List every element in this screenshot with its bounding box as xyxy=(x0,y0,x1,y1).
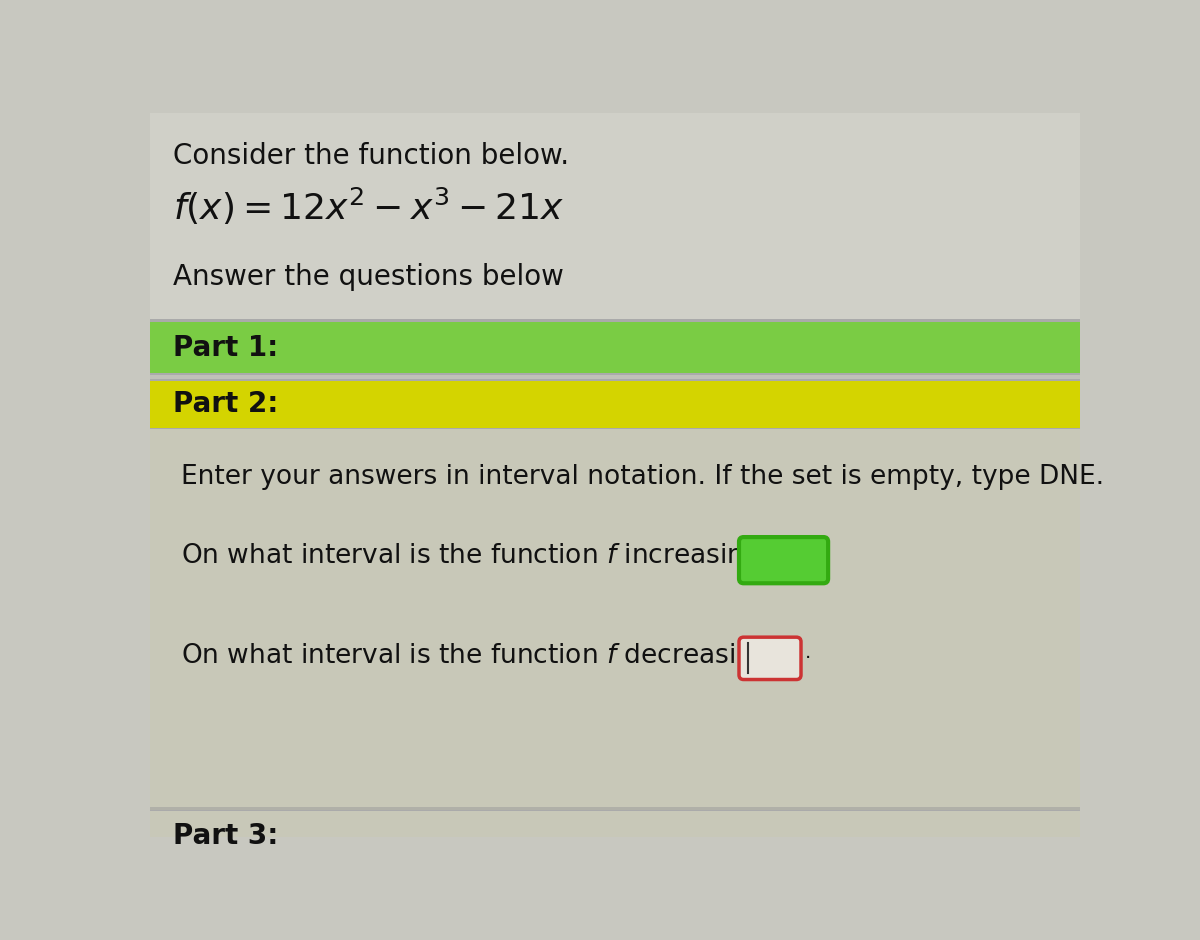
Text: (1,7): (1,7) xyxy=(748,547,820,573)
Text: Part 3:: Part 3: xyxy=(173,822,278,850)
Bar xyxy=(150,321,1080,375)
Bar xyxy=(150,113,1080,321)
Bar xyxy=(150,428,1080,430)
Text: Answer the questions below: Answer the questions below xyxy=(173,263,564,291)
Bar xyxy=(150,379,1080,430)
Text: Part 1:: Part 1: xyxy=(173,334,278,362)
Text: On what interval is the function $f$ decreasing?: On what interval is the function $f$ dec… xyxy=(181,641,784,671)
Bar xyxy=(150,809,1080,862)
Text: Part 2:: Part 2: xyxy=(173,390,278,418)
Bar xyxy=(150,375,1080,379)
Text: Consider the function below.: Consider the function below. xyxy=(173,142,569,170)
Text: ·: · xyxy=(805,649,811,667)
Bar xyxy=(150,807,1080,809)
Bar xyxy=(150,809,1080,811)
Bar xyxy=(150,321,1080,322)
Bar xyxy=(150,320,1080,321)
FancyBboxPatch shape xyxy=(739,537,828,583)
Bar xyxy=(150,379,1080,381)
Text: $f(x) = 12x^2 - x^3 - 21x$: $f(x) = 12x^2 - x^3 - 21x$ xyxy=(173,186,564,227)
Bar xyxy=(150,430,1080,807)
FancyBboxPatch shape xyxy=(739,637,802,680)
Text: On what interval is the function $f$ increasing?: On what interval is the function $f$ inc… xyxy=(181,540,774,571)
Bar xyxy=(150,373,1080,375)
Text: Enter your answers in interval notation. If the set is empty, type DNE.: Enter your answers in interval notation.… xyxy=(181,464,1104,490)
Bar xyxy=(150,860,1080,862)
